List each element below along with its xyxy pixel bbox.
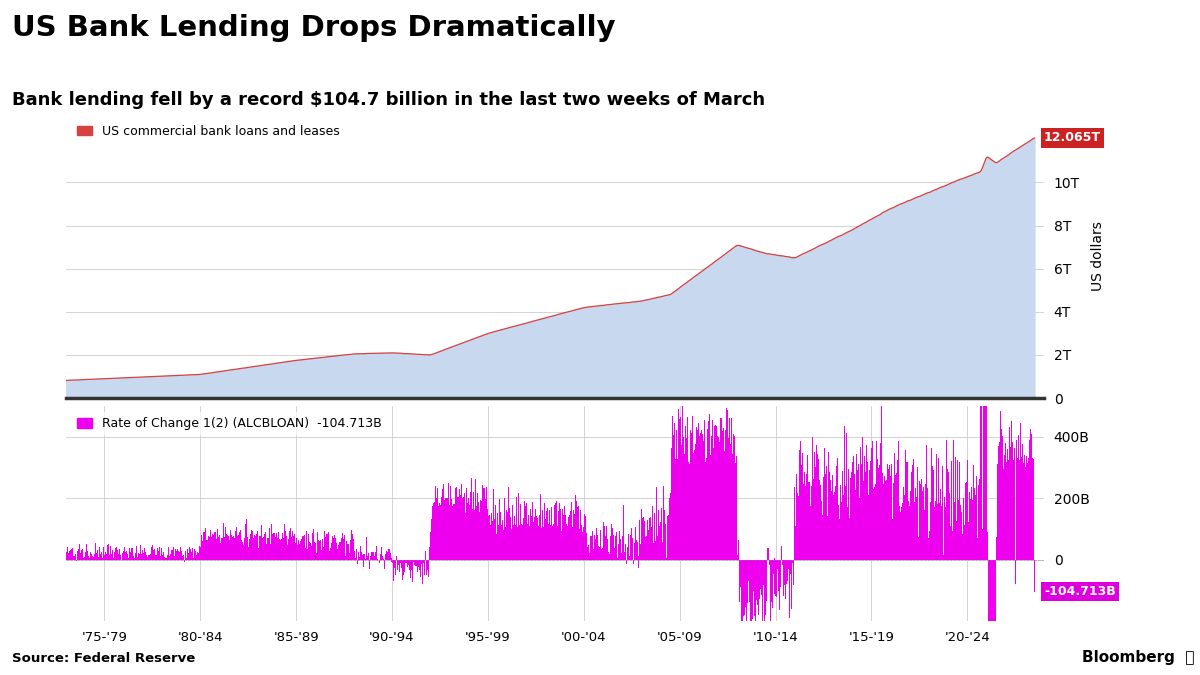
Legend: US commercial bank loans and leases: US commercial bank loans and leases (72, 119, 346, 142)
Text: US Bank Lending Drops Dramatically: US Bank Lending Drops Dramatically (12, 14, 616, 41)
Text: Bloomberg  ⓘ: Bloomberg ⓘ (1081, 650, 1194, 665)
Legend: Rate of Change 1(2) (ALCBLOAN)  -104.713B: Rate of Change 1(2) (ALCBLOAN) -104.713B (72, 412, 386, 435)
Text: Source: Federal Reserve: Source: Federal Reserve (12, 652, 196, 665)
Text: Bank lending fell by a record $104.7 billion in the last two weeks of March: Bank lending fell by a record $104.7 bil… (12, 91, 766, 109)
Text: 12.065T: 12.065T (1044, 132, 1100, 144)
Y-axis label: US dollars: US dollars (1091, 221, 1105, 291)
Text: -104.713B: -104.713B (1044, 585, 1116, 598)
